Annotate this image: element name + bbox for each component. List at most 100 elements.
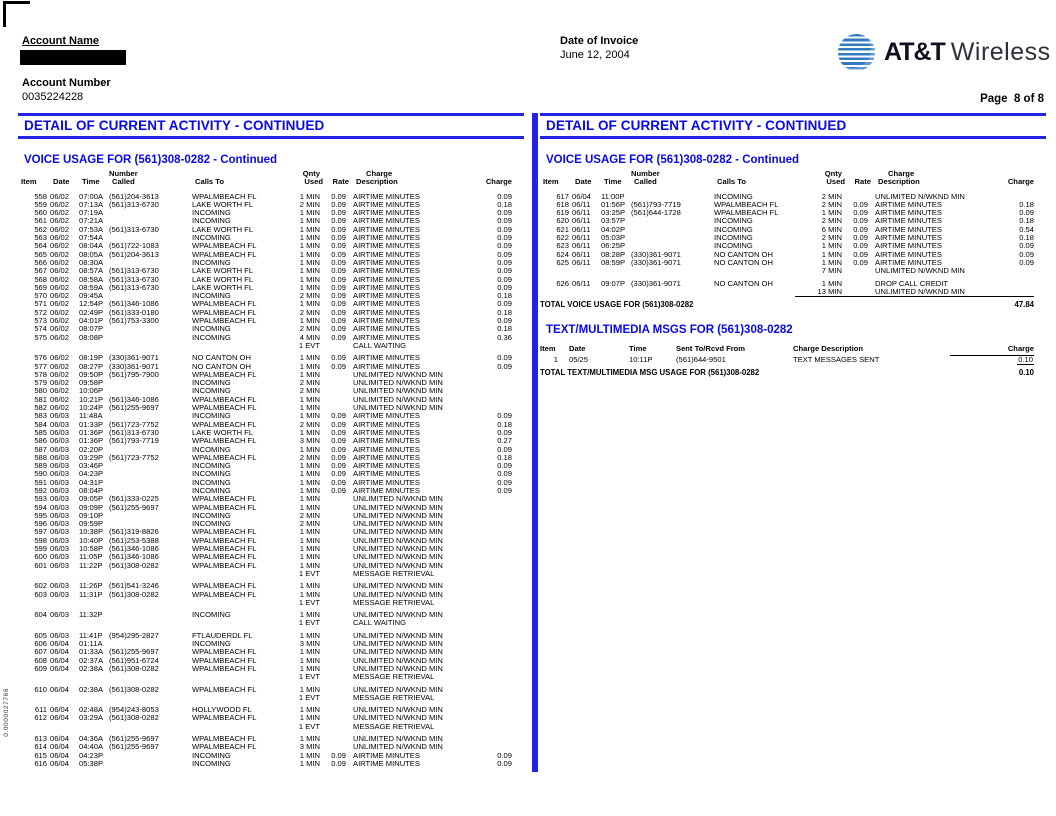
cell-rate — [320, 611, 346, 619]
cell-calls-to — [190, 694, 280, 702]
cell-description: AIRTIME MINUTES — [353, 362, 420, 371]
cell-rate: 0.09 — [331, 291, 346, 301]
cell-time: 01:33A — [79, 647, 104, 657]
cell-description: UNLIMITED N/WKND MIN — [353, 664, 443, 673]
col-charge-top: Charge — [888, 170, 915, 178]
cell-date: 06/02 — [50, 394, 70, 404]
cell-charge: 0.09 — [1019, 208, 1034, 218]
cell-called: (561)541-3246 — [109, 581, 159, 591]
voice-row: 600 06/03 11:05P (561)346-1086 WPALMBEACH FL… — [18, 552, 524, 562]
cell-date: 06/03 — [50, 427, 70, 437]
cell-item: 563 — [34, 233, 47, 243]
cell-qty: 1 MIN — [299, 485, 320, 495]
voice-row: 593 06/03 09:05P (561)333-0225 WPALMBEACH FL… — [18, 494, 524, 504]
cell-charge — [452, 512, 512, 520]
cell-called: (561)308-0282 — [109, 713, 159, 723]
cell-charge: 0.18 — [1019, 216, 1034, 226]
cell-called: (561)346-1086 — [109, 552, 159, 562]
cell-date: 06/03 — [50, 461, 70, 471]
cell-called: (561)308-0282 — [109, 560, 159, 570]
cell-description: AIRTIME MINUTES — [353, 437, 420, 446]
cell-time: 11:00P — [601, 191, 625, 201]
cell-item — [540, 267, 569, 275]
cell-item: 587 — [34, 444, 47, 454]
cell-rate: 0.09 — [331, 750, 346, 760]
cell-date: 06/03 — [50, 560, 70, 570]
cell-calls-to: WPALMBEACH FL — [192, 249, 257, 259]
cell-time — [77, 619, 107, 627]
cell-rate: 0.09 — [853, 241, 868, 251]
cell-item: 597 — [34, 527, 47, 537]
cell-charge: 0.09 — [497, 282, 512, 292]
cell-date: 06/04 — [50, 742, 70, 752]
cell-charge: 0.09 — [497, 477, 512, 487]
cell-date: 06/11 — [572, 249, 591, 259]
cell-description: UNLIMITED N/WKND MIN — [353, 656, 443, 665]
voice-subrow: 1 EVT MESSAGE RETRIEVAL — [18, 692, 524, 702]
cell-time: 09:50P — [79, 369, 104, 379]
cell-description: AIRTIME MINUTES — [353, 192, 420, 201]
col-called: Called — [112, 177, 135, 187]
col-time: Time — [82, 177, 100, 187]
cell-time: 04:02P — [601, 224, 626, 234]
msg-total-label: TOTAL TEXT/MULTIMEDIA MSG USAGE FOR (561… — [540, 368, 760, 378]
cell-called: (954)243-8053 — [109, 705, 159, 715]
cell-description: CALL WAITING — [353, 619, 407, 628]
cell-rate — [320, 706, 346, 714]
cell-calls-to: WPALMBEACH FL — [192, 647, 257, 657]
cell-qty: 1 MIN — [821, 241, 842, 251]
voice-row: 577 06/02 08:27P (330)361-9071 NO CANTON OH 1… — [18, 362, 524, 371]
cell-calls-to: WPALMBEACH FL — [192, 527, 257, 537]
banner-title: DETAIL OF CURRENT ACTIVITY - CONTINUED — [546, 118, 847, 133]
cell-calls-to: INCOMING — [714, 241, 753, 251]
cell-item: 612 — [34, 713, 47, 723]
cell-time: 08:04P — [79, 485, 104, 495]
cell-qty: 1 MIN — [821, 208, 842, 218]
msg-total-value: 0.10 — [1018, 368, 1034, 378]
cell-called — [107, 334, 190, 342]
cell-calls-to — [190, 599, 280, 607]
cell-item: 580 — [34, 386, 47, 396]
voice-row: 570 06/02 09:45A INCOMING 2 MIN 0.09 AIRTIME M… — [18, 291, 524, 301]
voice-row: 619 06/11 03:25P (561)644-1728 WPALMBEACH FL… — [540, 208, 1046, 218]
cell-charge: 0.18 — [1019, 199, 1034, 209]
cell-item: 593 — [34, 494, 47, 504]
wireless-logo-text: Wireless — [950, 38, 1051, 66]
col-charge: Charge — [1007, 344, 1034, 354]
cell-rate — [320, 512, 346, 520]
cell-called: (561)204-3613 — [109, 191, 159, 201]
cell-charge: 0.18 — [497, 419, 512, 429]
cell-calls-to: NO CANTON OH — [714, 278, 773, 288]
cell-qty: 1 EVT — [298, 692, 320, 702]
cell-charge — [452, 723, 512, 731]
voice-row: 579 06/02 09:58P INCOMING 2 MIN UNLIMITED N/W… — [18, 378, 524, 387]
cell-calls-to: INCOMING — [192, 469, 231, 479]
cell-called: (561)644-1728 — [631, 208, 681, 218]
cell-description: AIRTIME MINUTES — [353, 300, 420, 309]
right-column: DETAIL OF CURRENT ACTIVITY - CONTINUED V… — [540, 113, 1046, 377]
cell-date: 06/02 — [50, 353, 70, 363]
cell-charge: 0.18 — [497, 199, 512, 209]
cell-rate — [320, 495, 346, 503]
cell-date: 06/02 — [50, 199, 70, 209]
cell-called: (561)308-0282 — [109, 589, 159, 599]
cell-charge: 0.18 — [497, 307, 512, 317]
cell-calls-to: NO CANTON OH — [192, 353, 251, 363]
cell-rate: 0.09 — [331, 324, 346, 334]
cell-charge: 0.18 — [1019, 233, 1034, 243]
cell-calls-to: INCOMING — [192, 216, 231, 226]
cell-charge — [452, 553, 512, 561]
col-item: Item — [21, 177, 37, 187]
cell-description: UNLIMITED N/WKND MIN — [353, 706, 443, 715]
cell-rate: 0.09 — [331, 241, 346, 251]
msg-row: 1 05/25 10:11P (561)644-9501 TEXT MESSAGES S… — [540, 355, 1046, 366]
cell-description: UNLIMITED N/WKND MIN — [353, 743, 443, 752]
cell-description: UNLIMITED N/WKND MIN — [353, 545, 443, 554]
cell-called: (561)346-1086 — [109, 544, 159, 554]
cell-rate: 0.09 — [331, 208, 346, 218]
cell-called: (954)295-2827 — [109, 630, 159, 640]
cell-rate — [320, 599, 346, 607]
cell-time: 11:05P — [79, 552, 103, 562]
col-item: Item — [543, 177, 559, 187]
cell-time: 08:05A — [79, 249, 104, 259]
